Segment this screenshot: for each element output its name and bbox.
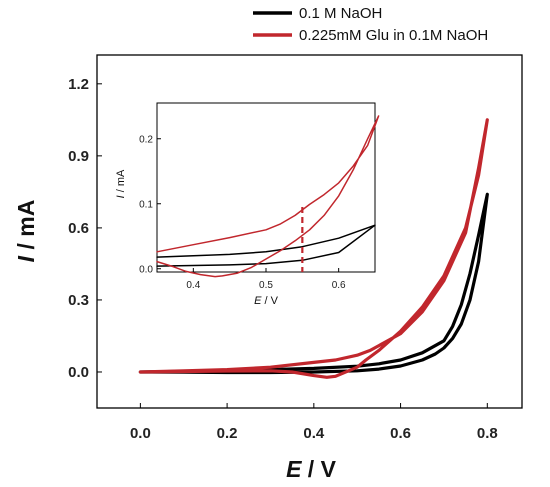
main-x-tick-label: 0.4 (303, 425, 325, 442)
inset-plot: 0.4 0.5 0.6 0.0 0.1 0.2 E / V I / mA (115, 102, 380, 307)
legend: 0.1 M NaOH 0.225mM Glu in 0.1M NaOH (253, 5, 488, 44)
inset-x-tick-label: 0.6 (332, 280, 346, 291)
inset-y-tick-label: 0.2 (139, 134, 153, 145)
main-plot: 0.0 0.2 0.4 0.6 0.8 0.0 0.3 0.6 0.9 1.2 E / V I /… (13, 54, 523, 482)
main-x-tick-label: 0.6 (390, 425, 411, 442)
main-y-tick-label: 0.9 (68, 148, 89, 165)
main-x-axis-label: E / V (286, 456, 337, 482)
inset-y-tick-label: 0.1 (139, 199, 153, 210)
main-y-tick-label: 1.2 (68, 76, 89, 93)
inset-ticks-group: 0.4 0.5 0.6 0.0 0.1 0.2 (139, 134, 346, 291)
legend-label-glucose: 0.225mM Glu in 0.1M NaOH (299, 27, 488, 44)
inset-series-glucose-line (156, 115, 380, 278)
inset-x-tick-label: 0.4 (186, 280, 200, 291)
main-y-tick-label: 0.6 (68, 220, 89, 237)
main-series-group (138, 118, 489, 379)
main-x-tick-label: 0.8 (477, 425, 498, 442)
main-y-tick-label: 0.3 (68, 292, 89, 309)
main-y-tick-label: 0.0 (68, 364, 89, 381)
main-x-tick-label: 0.0 (130, 425, 151, 442)
main-plot-frame (96, 54, 523, 409)
inset-plot-frame (156, 102, 376, 273)
inset-series-group (156, 115, 380, 278)
main-series-glucose-line (138, 118, 489, 379)
inset-series-naoh-line (156, 224, 376, 267)
inset-x-tick-label: 0.5 (259, 280, 273, 291)
inset-x-axis-label: E / V (254, 295, 279, 307)
main-x-tick-label: 0.2 (217, 425, 238, 442)
legend-label-naoh: 0.1 M NaOH (299, 5, 382, 22)
inset-y-tick-label: 0.0 (139, 264, 153, 275)
main-ticks-group: 0.0 0.2 0.4 0.6 0.8 0.0 0.3 0.6 0.9 1.2 (68, 76, 498, 442)
main-y-axis-label: I / mA (13, 200, 39, 263)
inset-y-axis-label: I / mA (115, 169, 127, 198)
